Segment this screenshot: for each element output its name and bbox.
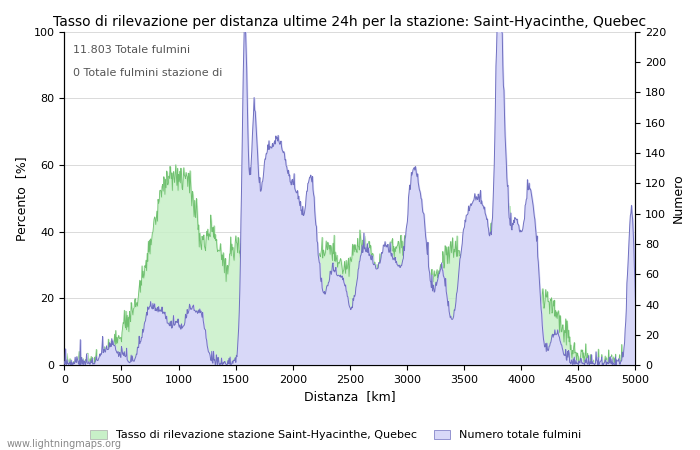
Legend: Tasso di rilevazione stazione Saint-Hyacinthe, Quebec, Numero totale fulmini: Tasso di rilevazione stazione Saint-Hyac…	[86, 425, 586, 445]
Title: Tasso di rilevazione per distanza ultime 24h per la stazione: Saint-Hyacinthe, Q: Tasso di rilevazione per distanza ultime…	[53, 15, 646, 29]
Text: 11.803 Totale fulmini: 11.803 Totale fulmini	[73, 45, 190, 55]
Y-axis label: Numero: Numero	[672, 174, 685, 223]
Text: 0 Totale fulmini stazione di: 0 Totale fulmini stazione di	[73, 68, 222, 78]
Y-axis label: Percento  [%]: Percento [%]	[15, 156, 28, 241]
Text: www.lightningmaps.org: www.lightningmaps.org	[7, 439, 122, 449]
X-axis label: Distanza  [km]: Distanza [km]	[304, 391, 396, 404]
